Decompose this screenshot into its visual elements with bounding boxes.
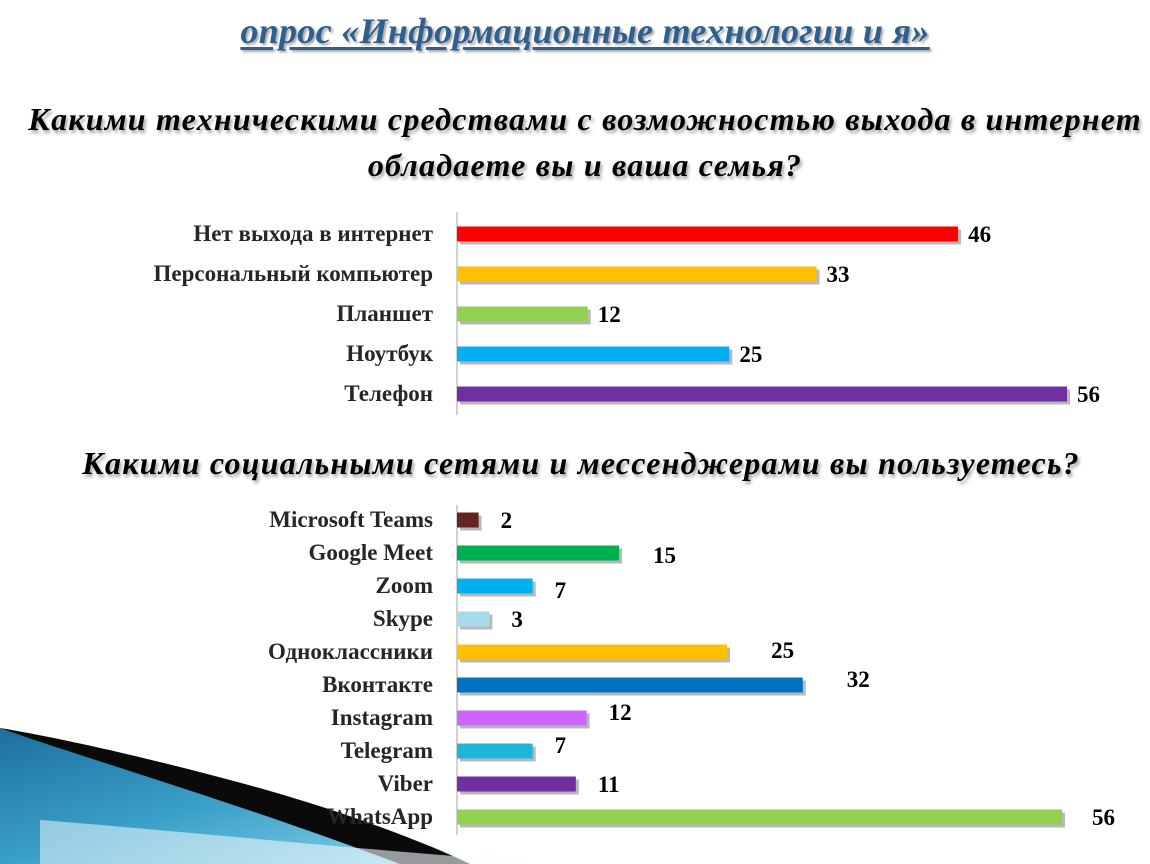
bar	[457, 710, 587, 726]
category-label: Microsoft Teams	[269, 507, 433, 532]
data-label: 2	[501, 508, 513, 533]
category-label: Ноутбук	[346, 341, 433, 366]
data-label: 25	[771, 638, 794, 663]
bar	[457, 611, 490, 627]
bar	[457, 776, 576, 792]
category-label: Google Meet	[308, 540, 433, 565]
data-label: 56	[1077, 382, 1100, 407]
category-label: Skype	[373, 606, 433, 631]
data-label: 12	[609, 700, 632, 725]
question-1-heading: Какими техническими средствами с возможн…	[28, 101, 1142, 183]
bar	[457, 677, 803, 693]
category-label: Нет выхода в интернет	[193, 221, 433, 246]
bar	[457, 743, 533, 759]
bar	[457, 545, 620, 561]
bar	[457, 809, 1062, 825]
bar	[457, 226, 959, 242]
category-label: Telegram	[341, 738, 433, 763]
bar	[457, 306, 588, 322]
data-label: 12	[598, 302, 621, 327]
category-label: Zoom	[376, 573, 434, 598]
data-label: 46	[968, 222, 991, 247]
bar	[457, 512, 479, 528]
category-label: Вконтакте	[322, 672, 433, 697]
data-label: 7	[555, 578, 567, 603]
category-label: Планшет	[337, 301, 434, 326]
bar	[457, 644, 728, 660]
category-label: Персональный компьютер	[154, 261, 434, 286]
bar	[457, 346, 730, 362]
bar	[457, 386, 1067, 402]
bar	[457, 578, 533, 594]
category-label: WhatsApp	[327, 804, 433, 829]
category-label: Одноклассники	[268, 639, 433, 664]
data-label: 7	[555, 733, 567, 758]
data-label: 33	[826, 262, 849, 287]
data-label: 3	[511, 607, 523, 632]
question-2-heading: Какими социальными сетями и мессенджерам…	[82, 445, 1080, 481]
page-title: опрос «Информационные технологии и я»	[240, 11, 930, 51]
data-label: 56	[1092, 805, 1115, 830]
data-label: 32	[847, 667, 870, 692]
category-label: Viber	[378, 771, 433, 796]
data-label: 11	[598, 772, 620, 797]
category-label: Instagram	[331, 705, 433, 730]
data-label: 15	[653, 543, 676, 568]
data-label: 25	[739, 342, 762, 367]
bar	[457, 266, 817, 282]
category-label: Телефон	[344, 381, 433, 406]
